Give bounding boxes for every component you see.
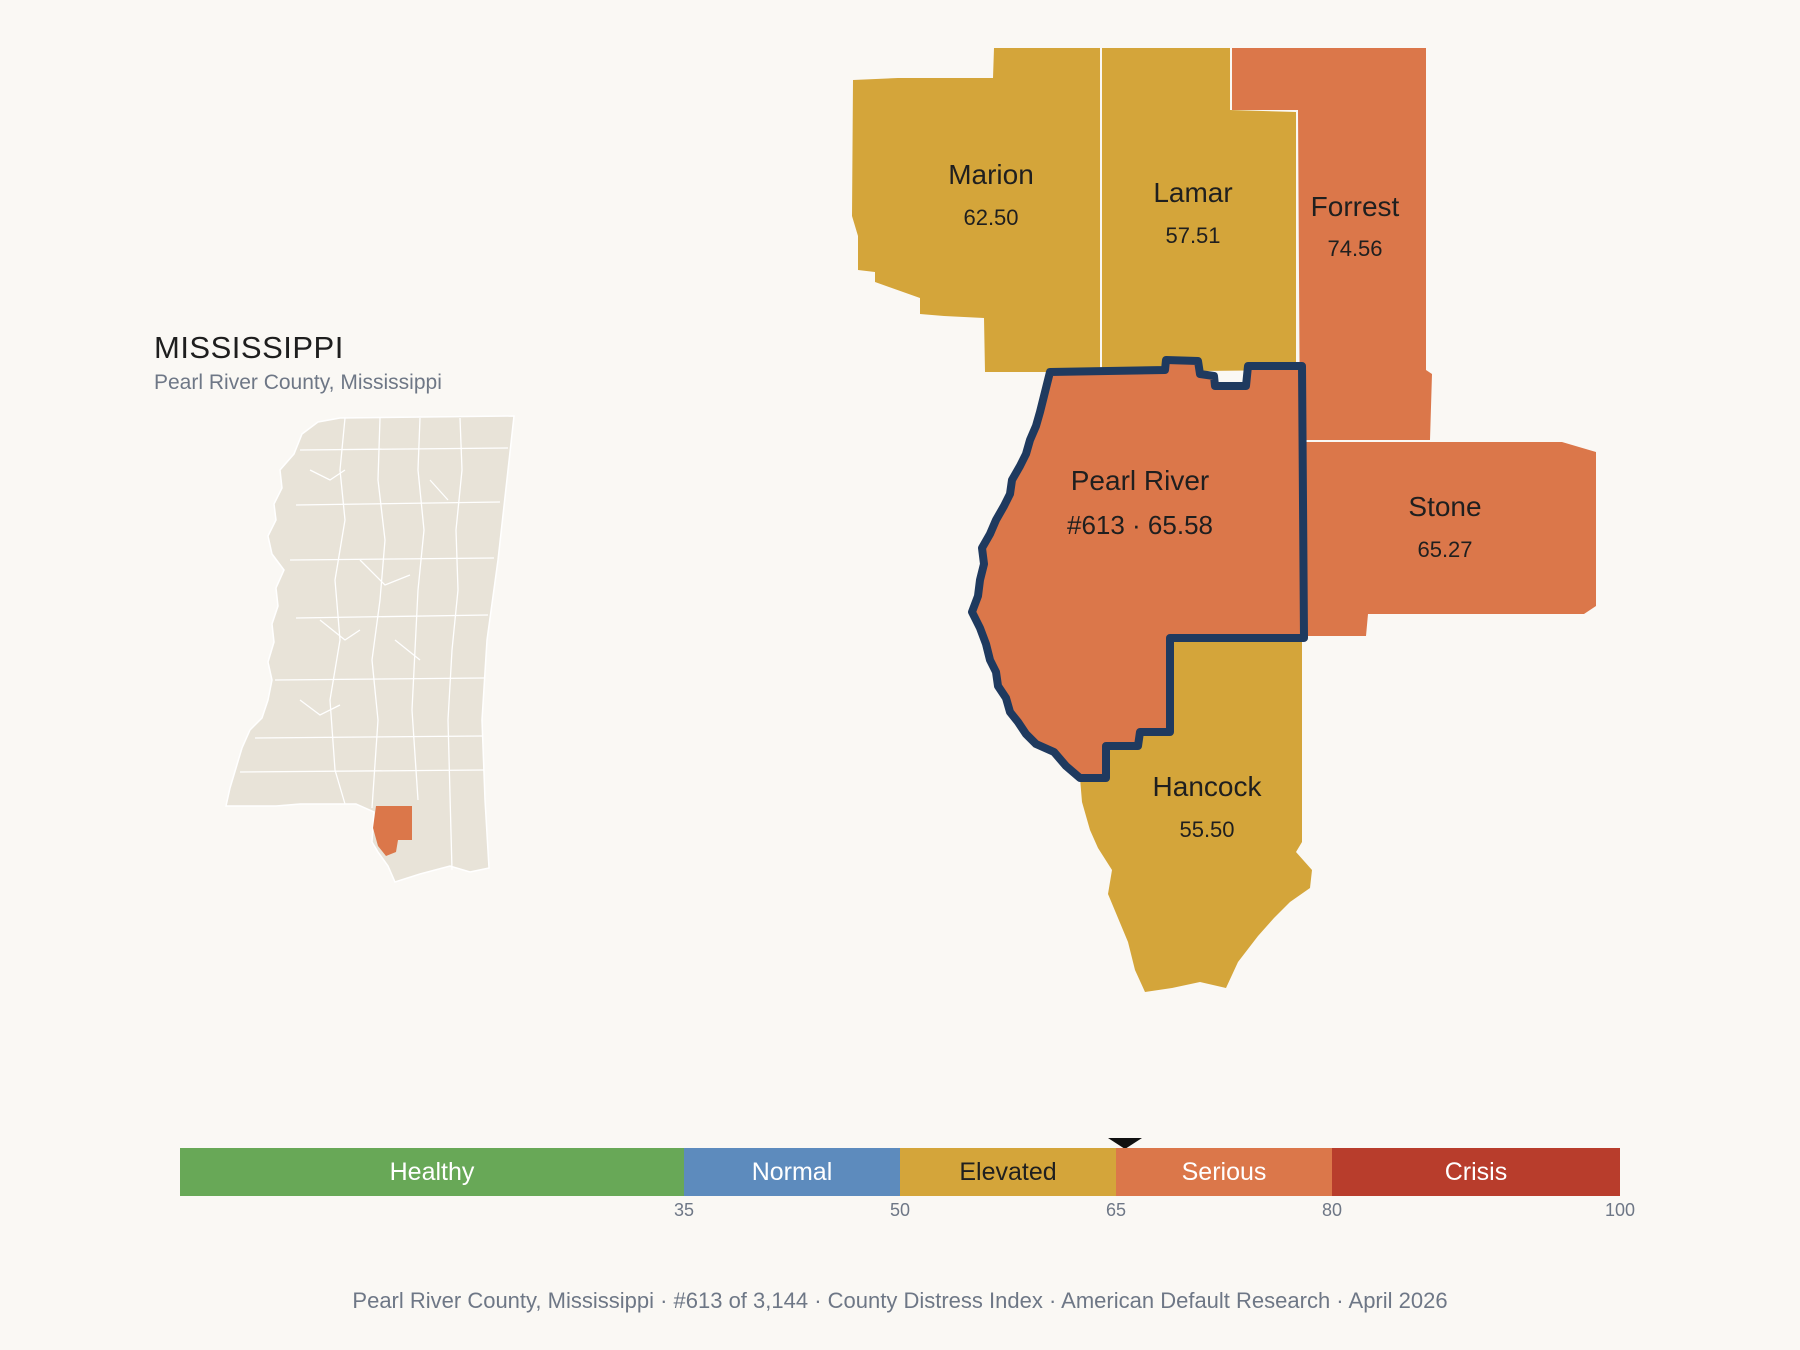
scale-segment-normal: Normal (684, 1148, 900, 1196)
scale-tick-35: 35 (673, 1200, 695, 1220)
scale-tick-100: 100 (1604, 1200, 1636, 1220)
state-outline (225, 415, 515, 883)
county-lamar (1102, 48, 1296, 372)
scale-segment-elevated: Elevated (900, 1148, 1116, 1196)
state-subtitle: Pearl River County, Mississippi (154, 371, 442, 394)
state-title-block: MISSISSIPPI Pearl River County, Mississi… (154, 330, 442, 395)
county-hancock (1080, 638, 1312, 992)
county-label-marion: Marion (948, 159, 1034, 190)
scale-tick-50: 50 (889, 1200, 911, 1220)
county-label-lamar: Lamar (1153, 177, 1232, 208)
county-label-hancock: Hancock (1153, 771, 1263, 802)
county-label-stone: Stone (1408, 491, 1481, 522)
county-label-pearl-river: Pearl River (1071, 465, 1209, 496)
county-marion (852, 48, 1100, 372)
county-label-forrest: Forrest (1311, 191, 1400, 222)
county-detail-map: Marion 62.50 Lamar 57.51 Forrest 74.56 P… (852, 48, 1596, 992)
footer-caption: Pearl River County, Mississippi · #613 o… (352, 1288, 1448, 1313)
county-forrest (1232, 48, 1432, 440)
scale-segment-crisis: Crisis (1332, 1148, 1620, 1196)
state-inset-pearl-river (373, 806, 412, 856)
county-value-forrest: 74.56 (1327, 236, 1382, 261)
county-pearl-river (968, 356, 1308, 782)
scale-marker-icon (1108, 1138, 1142, 1149)
scale-segment-healthy: Healthy (180, 1148, 684, 1196)
county-value-pearl-river: #613 · 65.58 (1067, 510, 1213, 540)
state-county-lines (239, 417, 509, 871)
county-value-marion: 62.50 (963, 205, 1018, 230)
state-inset-map (225, 415, 515, 883)
county-value-lamar: 57.51 (1165, 223, 1220, 248)
scale-tick-65: 65 (1105, 1200, 1127, 1220)
county-stone (1300, 442, 1596, 636)
county-value-hancock: 55.50 (1179, 817, 1234, 842)
scale-segment-serious: Serious (1116, 1148, 1332, 1196)
state-title: MISSISSIPPI (154, 330, 344, 365)
distress-scale-bar: Healthy Normal Elevated Serious Crisis (180, 1148, 1620, 1196)
county-value-stone: 65.27 (1417, 537, 1472, 562)
scale-tick-80: 80 (1321, 1200, 1343, 1220)
